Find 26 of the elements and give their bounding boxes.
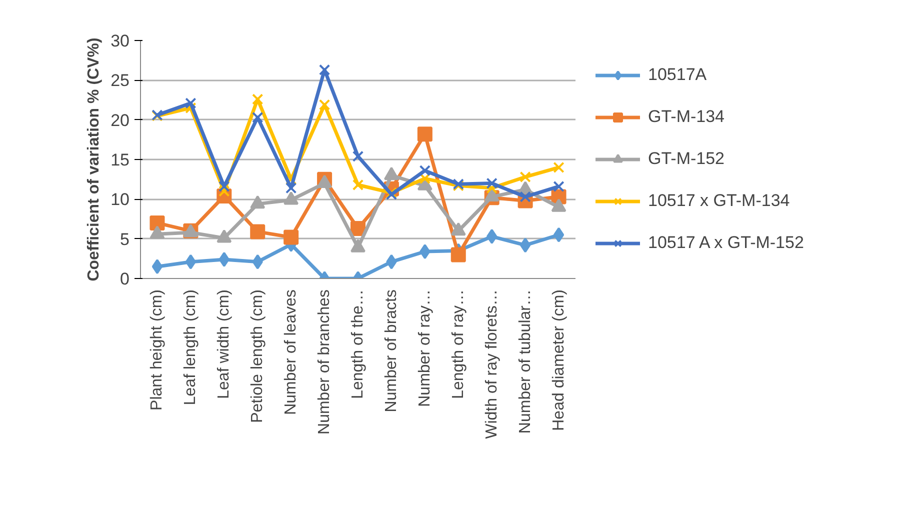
x-tick-label: Plant height (cm) bbox=[148, 290, 166, 410]
x-tick-label: Length of ray… bbox=[450, 289, 467, 399]
x-tick-label: Number of ray… bbox=[416, 289, 434, 407]
y-tick-label: 25 bbox=[110, 71, 130, 90]
x-tick-label: Number of branches bbox=[316, 289, 334, 434]
legend-label: 10517 x GT-M-134 bbox=[648, 191, 790, 211]
legend-label: GT-M-134 bbox=[648, 107, 725, 127]
y-tick-label: 10 bbox=[110, 190, 130, 210]
y-tick-label: 0 bbox=[120, 270, 130, 288]
legend-label: GT-M-152 bbox=[648, 149, 725, 169]
x-tick-label: Number of bracts bbox=[382, 289, 400, 412]
y-axis-title: Coefficient of variation % (CV%) bbox=[86, 38, 103, 282]
x-tick-label: Number of leaves bbox=[282, 290, 300, 415]
x-tick-label: Petiole length (cm) bbox=[249, 290, 266, 423]
y-tick-label: 15 bbox=[110, 150, 130, 170]
legend-label: 10517 A x GT-M-152 bbox=[648, 233, 804, 253]
x-tick-label: Length of the… bbox=[350, 289, 366, 399]
y-tick-label: 20 bbox=[110, 110, 130, 130]
x-tick-label: Leaf width (cm) bbox=[216, 289, 233, 399]
y-tick-label: 5 bbox=[120, 230, 130, 249]
x-tick-label: Number of tubular… bbox=[516, 290, 534, 434]
x-tick-label: Head diameter (cm) bbox=[550, 290, 568, 431]
legend-label: 10517A bbox=[648, 65, 707, 85]
y-tick-label: 30 bbox=[110, 32, 130, 50]
x-tick-label: Width of ray florets… bbox=[483, 290, 500, 439]
x-tick-label: Leaf length (cm) bbox=[182, 290, 200, 406]
